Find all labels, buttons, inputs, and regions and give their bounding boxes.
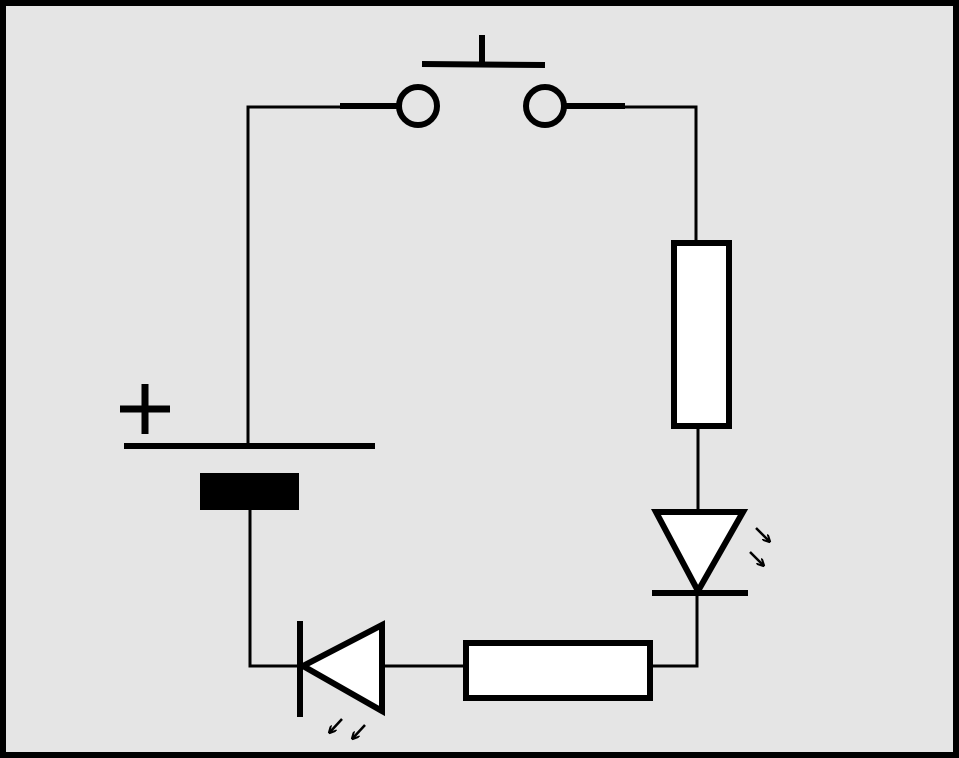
switch-actuator-bar	[421, 61, 546, 68]
battery	[120, 384, 375, 510]
push-button-switch	[340, 35, 625, 128]
led	[651, 509, 769, 598]
wire-photodiode-to-battery	[248, 510, 301, 668]
led-triangle	[651, 509, 749, 598]
wire-led-to-resistor	[650, 592, 699, 668]
switch-contact-left	[396, 84, 440, 128]
wires	[246, 105, 700, 668]
led-light-arrows-icon	[749, 527, 769, 565]
switch-contact-right	[523, 84, 567, 128]
photodiode-triangle	[296, 620, 385, 717]
wire-switch-to-resistor	[622, 105, 698, 243]
battery-negative-plate	[200, 473, 299, 510]
photodiode	[296, 620, 385, 738]
photodiode-light-arrows-icon	[330, 718, 366, 738]
resistor-vertical	[671, 240, 732, 429]
plus-icon	[120, 384, 170, 434]
resistor-horizontal	[463, 640, 653, 701]
wire-battery-to-switch	[246, 105, 342, 446]
